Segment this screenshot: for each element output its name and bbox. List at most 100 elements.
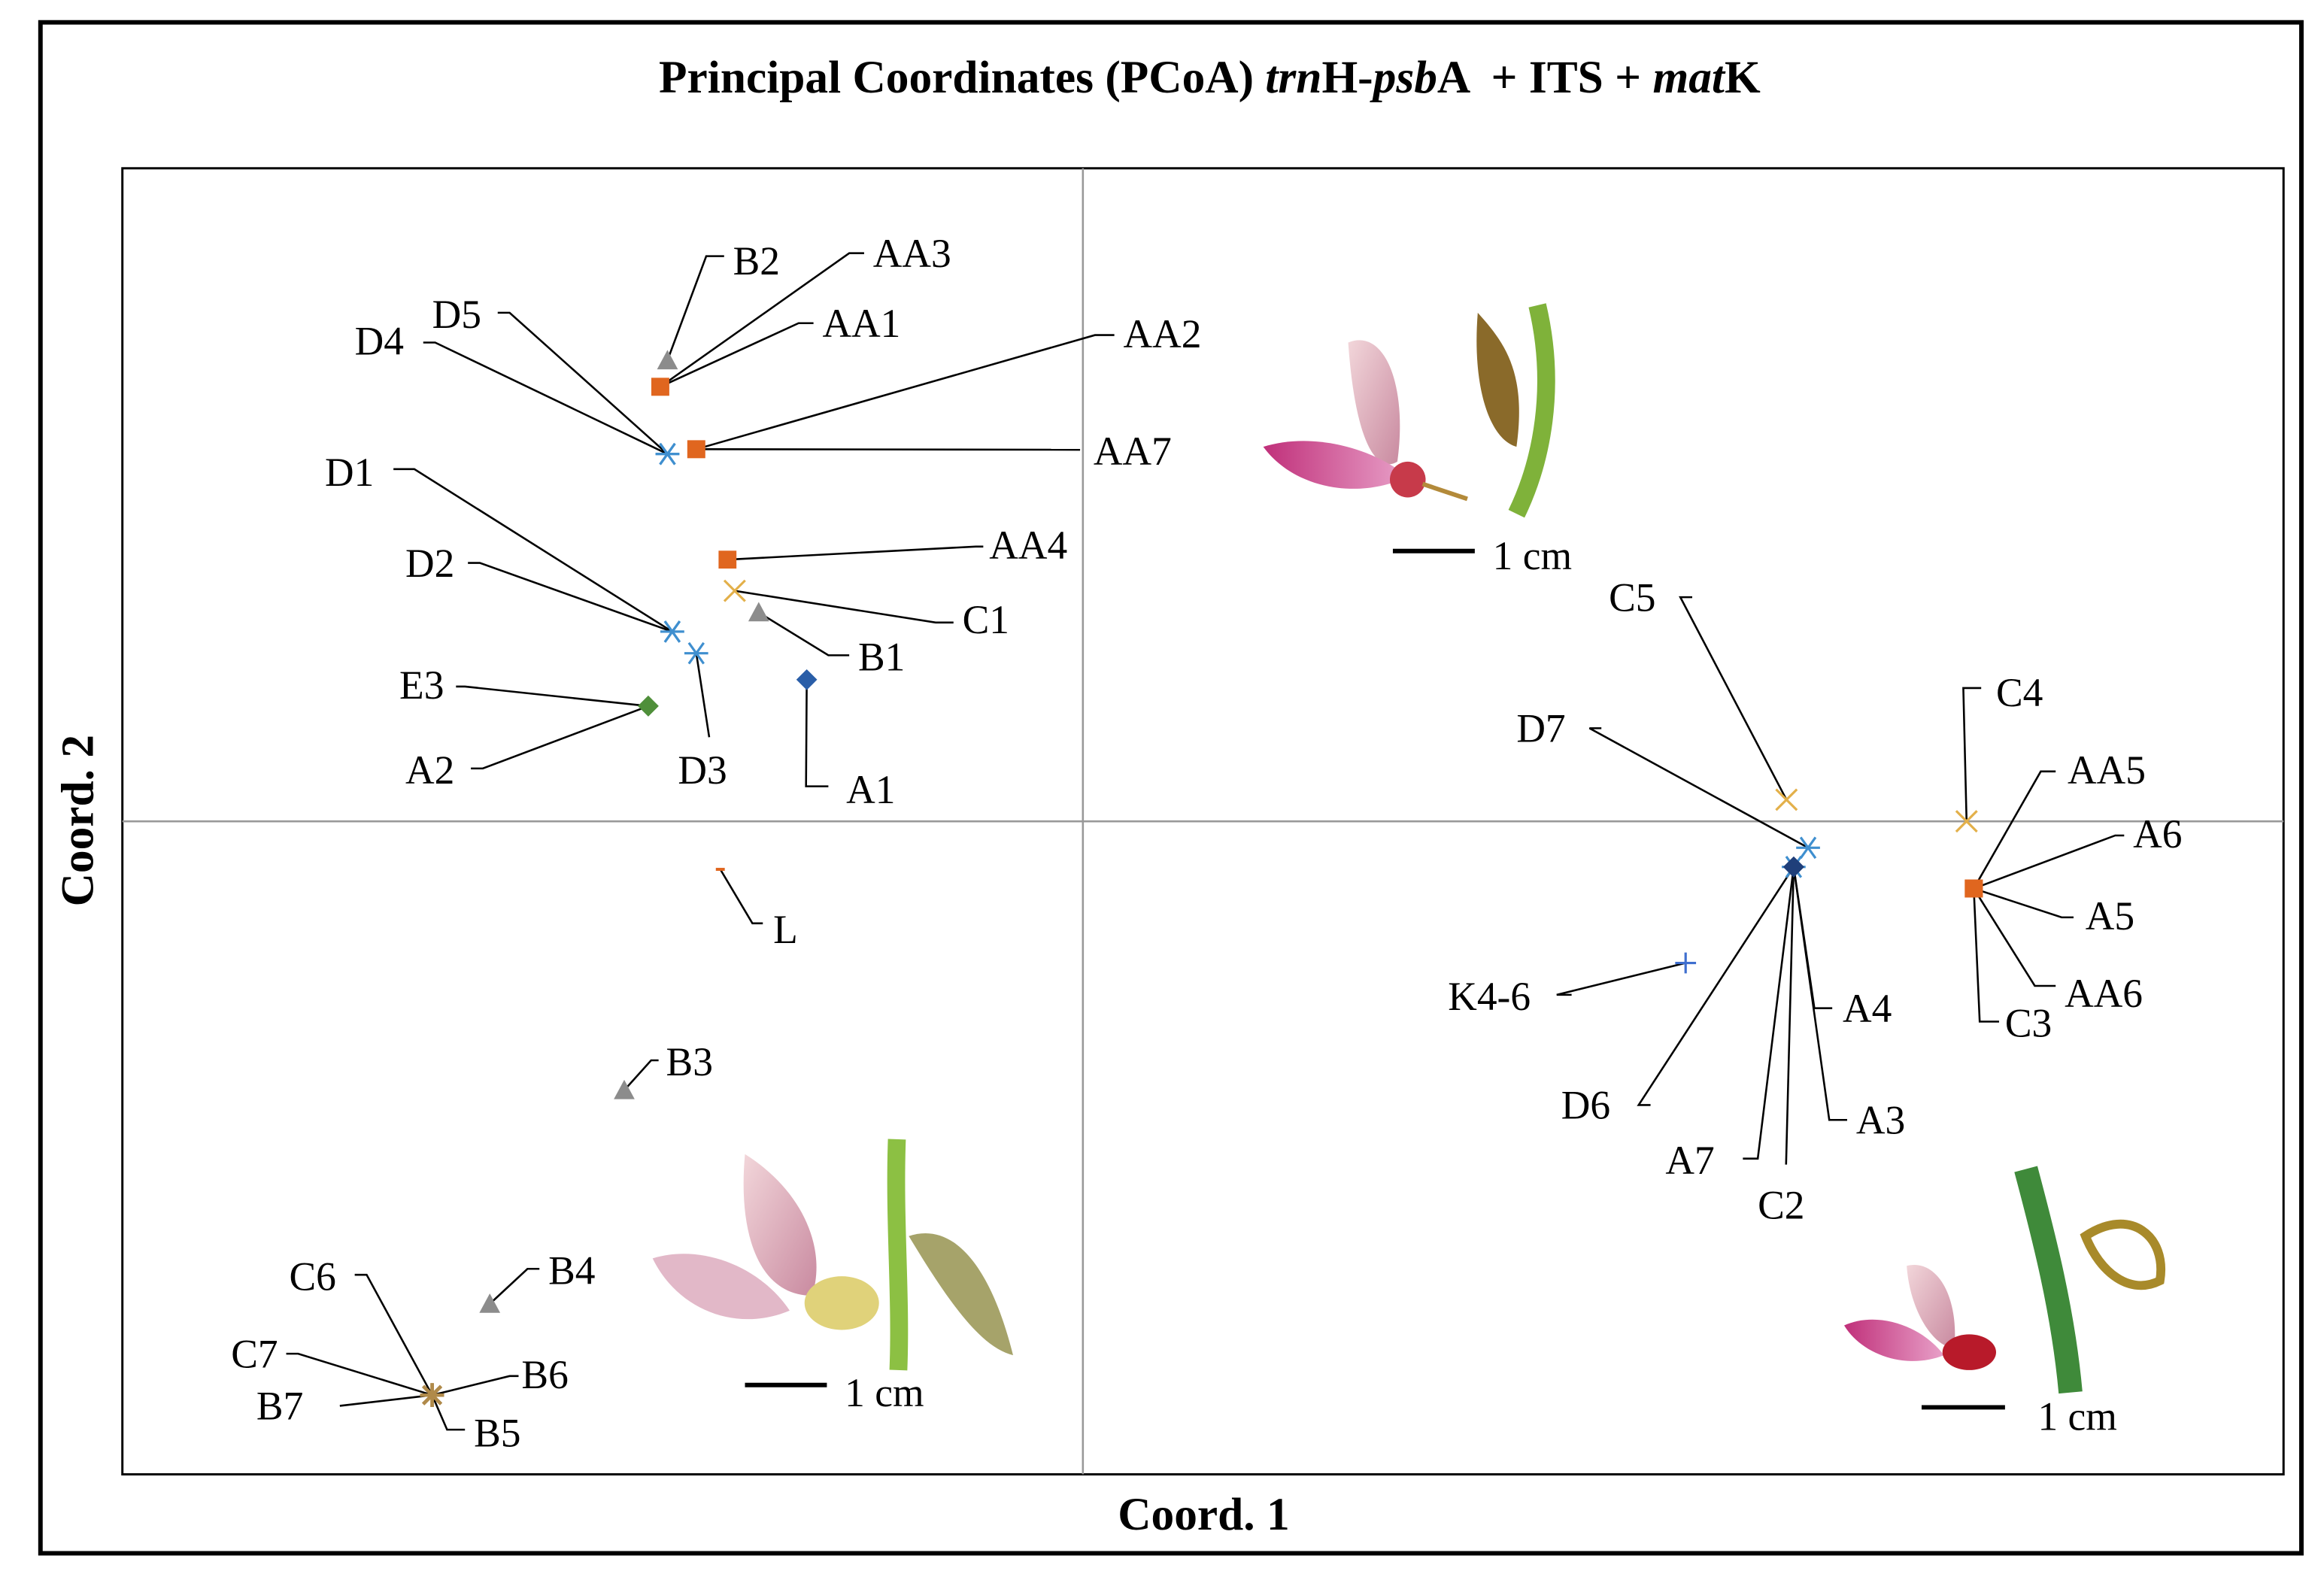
flower-photo-top: 1 cm [1263, 303, 1572, 578]
leader-line [1792, 866, 1847, 1121]
point-asterisk [660, 620, 684, 643]
title-part: mat [1652, 52, 1725, 103]
point-label: D5 [432, 292, 481, 337]
point-label: B6 [521, 1352, 568, 1397]
leader-line [1556, 962, 1686, 996]
point-square [718, 550, 737, 569]
leader-line [660, 252, 864, 388]
point-label: C3 [2005, 1001, 2052, 1046]
scale-label: 1 cm [2037, 1394, 2116, 1439]
point-label: AA1 [822, 301, 900, 346]
leader-line [1973, 887, 2074, 919]
point-label: A3 [1856, 1097, 1905, 1142]
point-label: B7 [256, 1384, 303, 1429]
point-label: C5 [1609, 575, 1655, 620]
point-x [1775, 788, 1798, 811]
leader-line [1637, 866, 1795, 1106]
leader-line [805, 679, 829, 787]
point-label: D7 [1516, 706, 1565, 751]
point-square [1964, 879, 1983, 898]
point-label: D1 [325, 450, 374, 495]
leader-line [719, 869, 763, 925]
leader-line [1785, 866, 1795, 1165]
point-label: A2 [405, 747, 454, 793]
point-label: B2 [733, 238, 780, 284]
point-label: AA2 [1124, 311, 1202, 356]
leader-line [695, 653, 711, 738]
leader-line [1962, 687, 1982, 822]
point-square [651, 378, 669, 396]
leader-line [734, 590, 954, 624]
point-label: B5 [474, 1410, 520, 1455]
x-axis-label: Coord. 1 [1118, 1489, 1289, 1540]
title-part: A + ITS + [1437, 52, 1653, 103]
leader-line [696, 448, 1081, 451]
point-label: E3 [399, 663, 444, 708]
point-triangle [614, 1079, 635, 1099]
point-label: A4 [1843, 986, 1892, 1031]
point-label: D6 [1561, 1083, 1610, 1128]
leader-line [623, 1059, 659, 1091]
leader-line [1973, 834, 2125, 890]
point-label: B1 [858, 635, 905, 680]
point-diamond [638, 696, 659, 717]
point-label: A6 [2133, 811, 2182, 857]
point-label: C2 [1758, 1182, 1804, 1227]
leader-line [468, 562, 673, 633]
point-label: C7 [231, 1331, 278, 1376]
title-part: psb [1370, 52, 1437, 103]
point-label: C4 [1996, 670, 2043, 715]
point-label: AA6 [2065, 971, 2143, 1016]
point-triangle [479, 1293, 501, 1313]
title-part: Principal Coordinates (PCoA) [659, 52, 1265, 103]
point-label: AA3 [873, 231, 951, 276]
point-label: A5 [2086, 893, 2134, 939]
title-part: K [1725, 52, 1761, 103]
point-diamond [1783, 856, 1804, 878]
point-label: D3 [678, 747, 727, 793]
outer-frame [38, 20, 2304, 1556]
point-label: C6 [290, 1254, 336, 1299]
point-x [1955, 810, 1978, 833]
point-triangle [748, 602, 769, 622]
point-label: B4 [548, 1248, 595, 1293]
point-plus [1675, 952, 1697, 974]
point-label: A1 [846, 767, 895, 812]
point-label: D4 [355, 319, 404, 364]
leader-line [456, 685, 649, 708]
leader-line [286, 1352, 432, 1396]
chart-title: Principal Coordinates (PCoA) trnH-psbA +… [659, 52, 1761, 103]
point-label: AA5 [2068, 747, 2146, 793]
leader-line [1588, 727, 1809, 849]
leader-line [1973, 770, 2056, 890]
point-square [687, 440, 705, 459]
title-part: trn [1265, 52, 1321, 103]
leader-line [354, 1273, 433, 1396]
point-label: D2 [405, 541, 454, 586]
leader-line [432, 1375, 519, 1396]
leader-line [431, 1394, 466, 1431]
leader-line [1973, 888, 1999, 1023]
leader-line [1973, 887, 2056, 987]
scale-label: 1 cm [1493, 533, 1572, 578]
point-triangle [657, 350, 678, 370]
point-label: L [773, 907, 798, 952]
flower-photo-bottom-left: 1 cm [652, 1139, 1013, 1415]
leader-line [660, 322, 814, 388]
point-label: A7 [1665, 1138, 1714, 1183]
leader-line [1743, 866, 1795, 1160]
leader-line [339, 1393, 432, 1407]
point-x [723, 579, 746, 602]
leader-line [497, 311, 669, 455]
leader-line [727, 545, 984, 561]
point-label: B3 [666, 1039, 713, 1084]
leader-line [471, 705, 649, 770]
leader-line [423, 341, 669, 455]
point-label: K4-6 [1448, 974, 1531, 1019]
point-star [420, 1383, 444, 1408]
scale-label: 1 cm [845, 1370, 924, 1415]
point-label: C1 [963, 597, 1009, 642]
point-diamond [796, 669, 818, 690]
y-axis-label: Coord. 2 [52, 735, 103, 906]
